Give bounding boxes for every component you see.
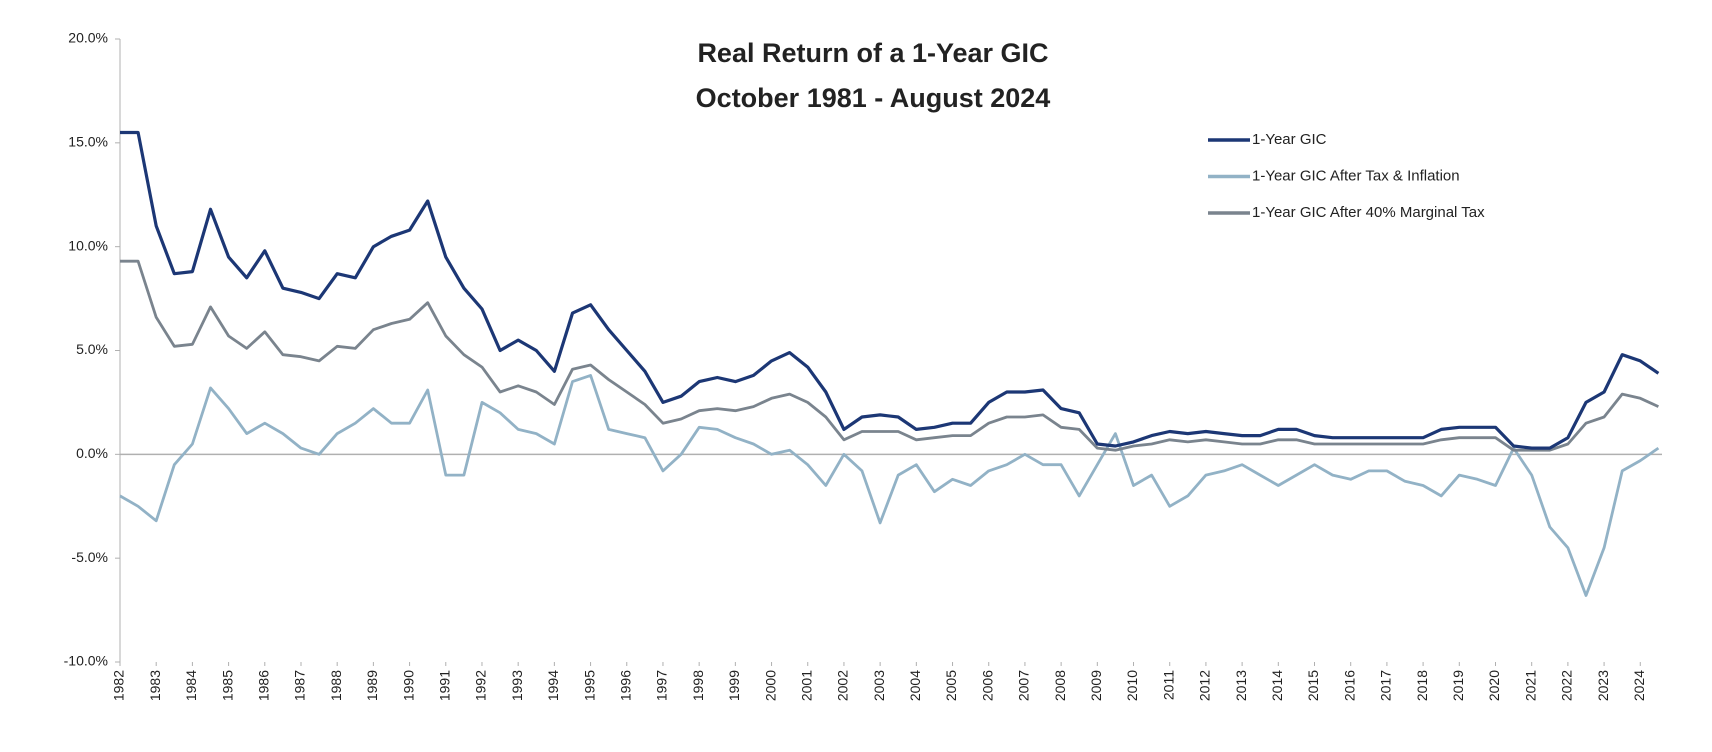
x-tick-label: 1987 <box>292 670 308 701</box>
y-tick-label: -10.0% <box>64 653 108 669</box>
x-tick-label: 2010 <box>1124 670 1140 701</box>
x-tick-label: 2016 <box>1341 670 1357 701</box>
x-tick-label: 2005 <box>943 670 959 701</box>
chart-title: Real Return of a 1-Year GIC <box>697 38 1048 68</box>
x-tick-label: 1999 <box>726 670 742 701</box>
x-tick-label: 2014 <box>1269 670 1285 701</box>
x-tick-label: 2015 <box>1305 670 1321 701</box>
series-line <box>120 259 1659 452</box>
x-tick-label: 2018 <box>1414 670 1430 701</box>
x-tick-label: 1988 <box>328 670 344 701</box>
x-tick-label: 1995 <box>581 670 597 701</box>
x-tick-label: 1990 <box>400 670 416 701</box>
y-tick-label: 20.0% <box>68 30 108 46</box>
x-tick-label: 2011 <box>1160 670 1176 700</box>
legend-label: 1-Year GIC After 40% Marginal Tax <box>1252 204 1485 221</box>
chart-subtitle: October 1981 - August 2024 <box>696 83 1051 113</box>
x-tick-label: 2020 <box>1486 670 1502 701</box>
x-tick-label: 1985 <box>219 670 235 701</box>
legend-label: 1-Year GIC After Tax & Inflation <box>1252 167 1460 184</box>
x-tick-label: 1986 <box>255 670 271 701</box>
x-tick-label: 2004 <box>907 670 923 701</box>
x-tick-label: 2009 <box>1088 670 1104 701</box>
legend-label: 1-Year GIC <box>1252 131 1327 148</box>
y-tick-label: 0.0% <box>76 445 108 461</box>
x-tick-label: 2022 <box>1559 670 1575 701</box>
x-tick-label: 2008 <box>1052 670 1068 701</box>
x-tick-label: 2006 <box>979 670 995 701</box>
x-tick-label: 1992 <box>473 670 489 701</box>
x-tick-label: 1993 <box>509 670 525 701</box>
x-tick-label: 2000 <box>762 670 778 701</box>
y-tick-label: 15.0% <box>68 134 108 150</box>
series-line <box>120 130 1660 450</box>
x-tick-label: 1994 <box>545 670 561 701</box>
x-tick-label: 2024 <box>1631 670 1647 701</box>
x-tick-label: 2001 <box>798 670 814 701</box>
x-tick-label: 2013 <box>1233 670 1249 701</box>
x-tick-label: 2012 <box>1197 670 1213 701</box>
x-tick-label: 1991 <box>436 670 452 701</box>
x-tick-label: 1998 <box>690 670 706 701</box>
x-tick-label: 1982 <box>111 670 127 701</box>
x-tick-label: 2019 <box>1450 670 1466 701</box>
y-tick-label: 10.0% <box>68 237 108 253</box>
x-tick-label: 2017 <box>1378 670 1394 701</box>
x-tick-label: 1983 <box>147 670 163 701</box>
x-tick-label: 1989 <box>364 670 380 701</box>
x-tick-label: 2003 <box>871 670 887 701</box>
series-line <box>119 374 1660 597</box>
x-tick-label: 2007 <box>1016 670 1032 701</box>
x-tick-label: 2002 <box>835 670 851 701</box>
y-tick-label: -5.0% <box>71 549 108 565</box>
y-tick-label: 5.0% <box>76 341 108 357</box>
x-tick-label: 2021 <box>1522 670 1538 701</box>
x-tick-label: 1997 <box>654 670 670 701</box>
x-tick-label: 1984 <box>183 670 199 701</box>
x-tick-label: 1996 <box>617 670 633 701</box>
x-tick-label: 2023 <box>1595 670 1611 701</box>
